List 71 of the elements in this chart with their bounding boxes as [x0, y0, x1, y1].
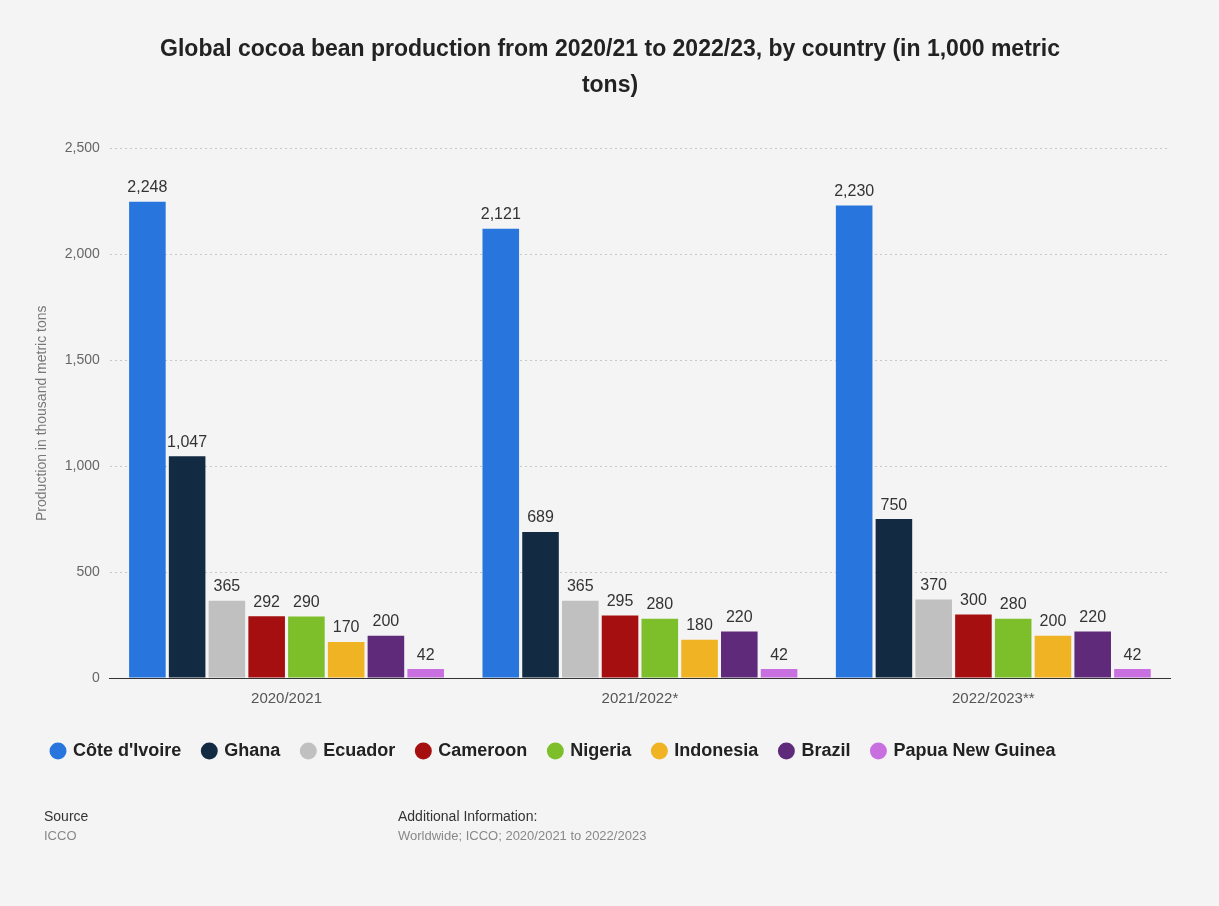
bar — [407, 669, 444, 678]
legend-label: Cameroon — [438, 739, 528, 760]
bar — [641, 618, 679, 678]
bar — [168, 456, 206, 678]
data-label: 180 — [686, 616, 713, 634]
bar — [327, 641, 365, 678]
bar — [129, 201, 166, 678]
legend-label: Ecuador — [323, 739, 396, 760]
legend-label: Brazil — [801, 739, 851, 760]
legend-label: Papua New Guinea — [893, 739, 1057, 760]
bar — [482, 228, 520, 678]
legend-label: Côte d'Ivoire — [73, 739, 182, 760]
bar — [601, 615, 639, 678]
legend-label: Indonesia — [674, 739, 760, 760]
text: Worldwide; ICCO; 2020/2021 to 2022/2023 — [398, 828, 647, 843]
bar — [721, 631, 758, 678]
bar — [915, 599, 952, 678]
bar — [760, 669, 798, 678]
bar — [248, 616, 285, 678]
y-axis-title: Production in thousand metric tons — [33, 305, 50, 521]
legend-label: Nigeria — [570, 739, 633, 760]
y-tick-label: 1,500 — [64, 351, 101, 368]
y-tick-label: 500 — [76, 562, 101, 579]
bar — [288, 616, 325, 678]
bar — [835, 205, 873, 678]
data-label: 2,248 — [127, 178, 168, 196]
y-tick-label: 1,000 — [64, 457, 101, 474]
text: Additional Information: — [398, 808, 538, 824]
data-label: 200 — [372, 612, 400, 630]
bar — [875, 519, 913, 678]
bar — [208, 600, 246, 678]
data-label: 2,121 — [480, 205, 521, 223]
data-label: 170 — [332, 618, 360, 636]
data-label: 290 — [293, 592, 320, 610]
bar — [522, 532, 559, 678]
data-label: 42 — [770, 645, 789, 663]
bar — [681, 639, 718, 678]
legend-label: Ghana — [224, 739, 282, 760]
data-label: 689 — [527, 508, 554, 526]
y-tick-label: 0 — [92, 668, 101, 685]
data-label: 200 — [1039, 612, 1067, 630]
data-label: 295 — [606, 591, 634, 609]
x-tick-label: 2021/2022* — [601, 689, 679, 707]
data-label: 42 — [416, 645, 435, 663]
data-label: 300 — [960, 590, 987, 608]
bar — [1074, 631, 1111, 678]
y-tick-label: 2,500 — [64, 139, 101, 156]
bar — [1114, 669, 1151, 678]
data-label: 365 — [213, 577, 241, 595]
data-label: 42 — [1123, 645, 1142, 663]
text: Source — [44, 808, 89, 824]
bar — [955, 614, 992, 678]
data-label: 220 — [1079, 607, 1107, 625]
data-label: 2,230 — [834, 182, 875, 199]
data-label: 1,047 — [167, 432, 208, 450]
data-label: 370 — [920, 576, 948, 594]
data-label: 750 — [880, 495, 908, 513]
data-label: 280 — [646, 595, 674, 613]
data-label: 220 — [725, 607, 753, 625]
x-tick-label: 2020/2021 — [251, 689, 322, 707]
data-label: 365 — [566, 577, 594, 595]
text: ICCO — [44, 828, 77, 843]
bar — [562, 600, 599, 678]
x-tick-label: 2022/2023** — [952, 689, 1035, 707]
bar — [994, 618, 1032, 678]
data-label: 292 — [253, 592, 281, 610]
bar — [1034, 635, 1072, 678]
y-tick-label: 2,000 — [64, 245, 101, 262]
data-label: 280 — [999, 595, 1027, 613]
chart-title: Global cocoa bean production from 2020/21 to 2022/23, by country (in 1,000 metric tons) — [160, 34, 1060, 99]
bar — [367, 635, 405, 678]
